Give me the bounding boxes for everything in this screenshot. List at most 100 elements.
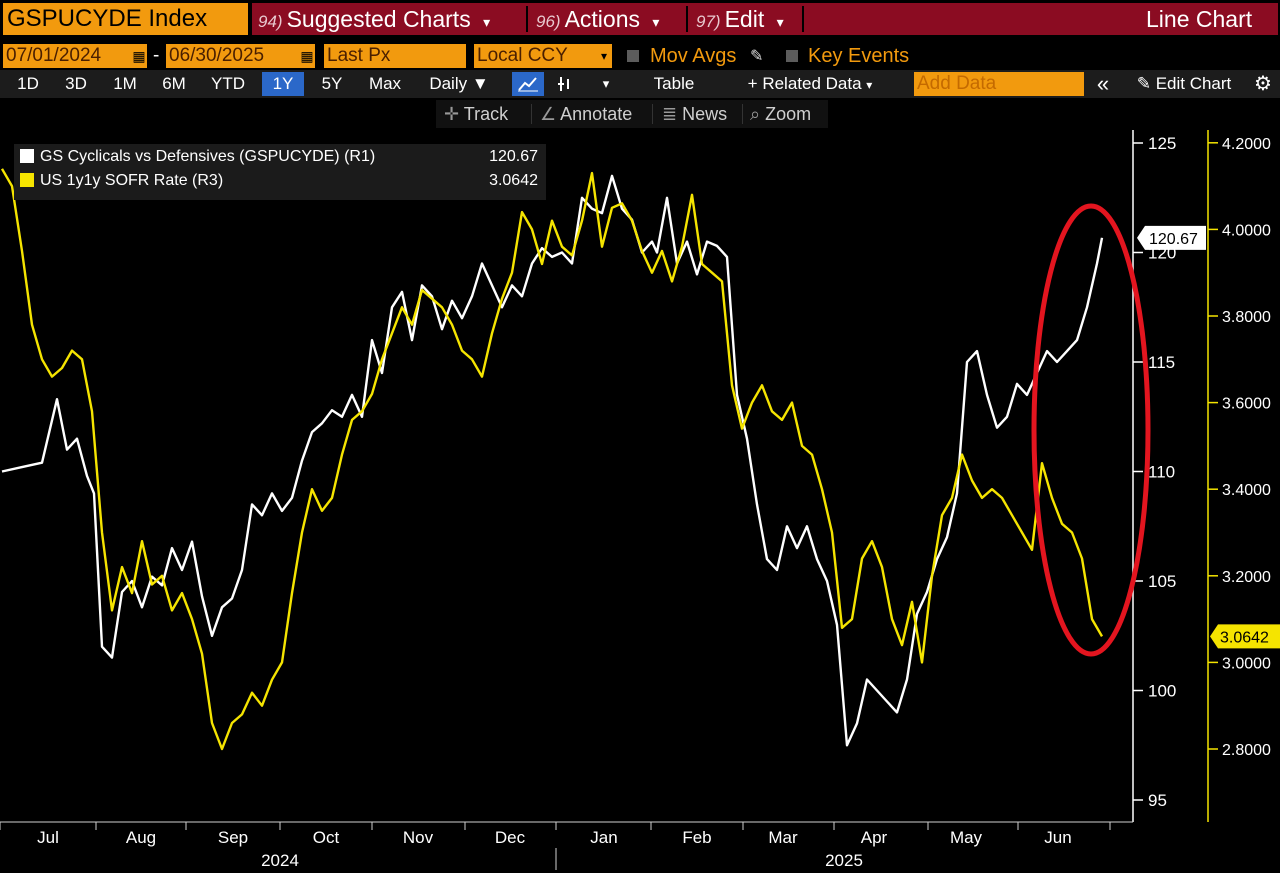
date-separator: - [153,45,160,66]
legend-value: 3.0642 [489,172,538,189]
divider [802,6,804,32]
range-button-1d[interactable]: 1D [17,74,39,93]
news-icon: ≣ [662,104,678,124]
legend-entry-2[interactable]: US 1y1y SOFR Rate (R3) [20,170,223,192]
edit-chart-label: Edit Chart [1155,74,1232,93]
left-tick-label: 125 [1148,134,1176,153]
year-label: 2025 [825,851,863,870]
series-line-2 [0,168,1104,751]
legend-value: 120.67 [489,148,538,165]
legend-label: US 1y1y SOFR Rate (R3) [40,172,224,189]
pencil-icon[interactable]: ✎ [750,48,764,65]
legend-label: GS Cyclicals vs Defensives (GSPUCYDE) (R… [40,148,376,165]
track-tool[interactable]: ✛ Track [444,100,508,128]
mov-avgs-checkbox[interactable] [627,50,639,62]
left-tick-label: 100 [1148,682,1176,701]
mov-avgs-label[interactable]: Mov Avgs [650,45,737,67]
divider [742,104,743,124]
calendar-icon[interactable]: ▦ [299,44,315,68]
legend-swatch [20,148,34,163]
x-tick-label: Mar [768,828,798,847]
legend-entry-1[interactable]: GS Cyclicals vs Defensives (GSPUCYDE) (R… [20,146,375,168]
range-button-3d[interactable]: 3D [65,74,87,93]
year-label: 2024 [261,851,299,870]
x-tick-label: Jul [37,828,59,847]
legend-swatch [20,172,34,187]
x-tick-label: Nov [403,828,434,847]
right-tick-label: 3.4000 [1222,482,1271,499]
end-date-field[interactable]: 06/30/2025 [166,44,299,68]
table-button[interactable]: Table [653,74,695,93]
chevron-down-icon: ▾ [776,14,784,30]
chevron-down-icon[interactable]: ▾ [602,76,610,91]
divider [531,104,532,124]
x-tick-label: Jan [590,828,617,847]
range-button-6m[interactable]: 6M [162,74,186,93]
x-tick-label: Feb [682,828,711,847]
chart-tools-bar [436,100,828,128]
candlestick-icon[interactable] [552,72,578,96]
suggested-charts-menu[interactable]: 94) Suggested Charts ▾ [258,3,490,35]
menu-label: Suggested Charts [286,6,471,32]
range-button-1m[interactable]: 1M [113,74,137,93]
right-tick-label: 3.2000 [1222,569,1271,586]
key-events-checkbox[interactable] [786,50,798,62]
frequency-label: Daily [429,74,468,93]
x-tick-label: Oct [313,828,340,847]
right-tick-label: 4.2000 [1222,136,1271,153]
menu-number: 94) [258,12,283,31]
collapse-icon[interactable]: « [1096,71,1110,96]
divider [686,6,688,32]
currency-select[interactable]: Local CCY [474,44,596,68]
menu-label: Actions [564,6,641,32]
divider [652,104,653,124]
highlight-ellipse [1031,203,1151,657]
pencil-icon: ✎ [1136,74,1151,93]
frequency-select[interactable]: Daily ▼ [418,72,500,96]
chart-type-label: Line Chart [1146,6,1253,32]
annotate-tool[interactable]: ∠ Annotate [540,100,632,128]
right-tick-label: 4.0000 [1222,222,1271,239]
crosshair-icon: ✛ [444,104,460,124]
right-tick-label: 2.8000 [1222,742,1271,759]
range-button-5y[interactable]: 5Y [321,74,343,93]
calendar-icon[interactable]: ▦ [131,44,147,68]
x-tick-label: May [950,828,983,847]
line-chart[interactable]: 951001051101151201252.80003.00003.20003.… [0,130,1280,873]
chevron-down-icon[interactable]: ▾ [596,44,612,68]
x-tick-label: Sep [218,828,248,847]
right-tick-label: 3.0000 [1222,655,1271,672]
last-value-label-white: 120.67 [1137,225,1206,250]
left-tick-label: 110 [1148,463,1175,482]
menu-label: Edit [724,6,765,32]
chevron-down-icon: ▼ [471,74,489,93]
series-line-1 [1,174,1104,747]
related-data-button[interactable]: + Related Data ▾ [730,72,890,96]
range-button-1y[interactable]: 1Y [262,72,304,96]
x-tick-label: Jun [1044,828,1071,847]
field-select[interactable]: Last Px [324,44,466,68]
chevron-down-icon: ▾ [652,14,660,30]
annotate-label: Annotate [560,104,633,124]
x-tick-label: Apr [861,828,888,847]
line-chart-icon[interactable] [512,72,544,96]
range-button-ytd[interactable]: YTD [211,74,245,93]
edit-chart-button[interactable]: ✎ Edit Chart [1122,72,1246,96]
ticker-field[interactable]: GSPUCYDE Index [3,3,248,35]
start-date-field[interactable]: 07/01/2024 [3,44,131,68]
actions-menu[interactable]: 96) Actions ▾ [536,3,659,35]
add-data-input[interactable]: Add Data [914,72,1084,96]
svg-text:3.0642: 3.0642 [1220,629,1269,646]
edit-menu[interactable]: 97) Edit ▾ [696,3,784,35]
x-tick-label: Dec [495,828,526,847]
chevron-down-icon: ▾ [483,14,491,30]
left-tick-label: 115 [1148,353,1175,372]
zoom-label: Zoom [765,104,812,124]
gear-icon[interactable]: ⚙ [1254,73,1272,95]
news-tool[interactable]: ≣ News [662,100,727,128]
magnifier-icon: ⌕ [750,104,761,124]
key-events-label[interactable]: Key Events [808,45,910,67]
range-button-max[interactable]: Max [368,74,402,93]
zoom-tool[interactable]: ⌕ Zoom [750,100,811,128]
left-tick-label: 95 [1148,791,1167,810]
